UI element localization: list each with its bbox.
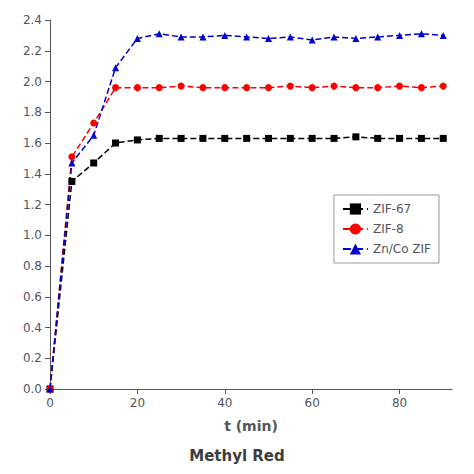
svg-text:1.6: 1.6 bbox=[23, 136, 42, 150]
svg-text:t (min): t (min) bbox=[224, 418, 278, 434]
svg-text:1.4: 1.4 bbox=[23, 167, 42, 181]
svg-text:0.0: 0.0 bbox=[23, 382, 42, 396]
svg-text:0.2: 0.2 bbox=[23, 351, 42, 365]
svg-text:2.4: 2.4 bbox=[23, 13, 42, 27]
svg-text:Methyl Red: Methyl Red bbox=[189, 447, 285, 465]
svg-text:20: 20 bbox=[130, 396, 145, 410]
svg-text:2.0: 2.0 bbox=[23, 75, 42, 89]
svg-text:0: 0 bbox=[46, 396, 54, 410]
svg-text:40: 40 bbox=[217, 396, 232, 410]
svg-text:80: 80 bbox=[392, 396, 407, 410]
svg-text:1.0: 1.0 bbox=[23, 228, 42, 242]
svg-text:0.4: 0.4 bbox=[23, 321, 42, 335]
svg-text:0.6: 0.6 bbox=[23, 290, 42, 304]
svg-text:1.2: 1.2 bbox=[23, 198, 42, 212]
svg-text:2.2: 2.2 bbox=[23, 44, 42, 58]
svg-text:0.8: 0.8 bbox=[23, 259, 42, 273]
svg-text:ZIF-8: ZIF-8 bbox=[373, 222, 404, 236]
svg-text:ZIF-67: ZIF-67 bbox=[373, 202, 411, 216]
svg-text:60: 60 bbox=[305, 396, 320, 410]
svg-text:1.8: 1.8 bbox=[23, 105, 42, 119]
svg-text:Zn/Co ZIF: Zn/Co ZIF bbox=[373, 242, 431, 256]
